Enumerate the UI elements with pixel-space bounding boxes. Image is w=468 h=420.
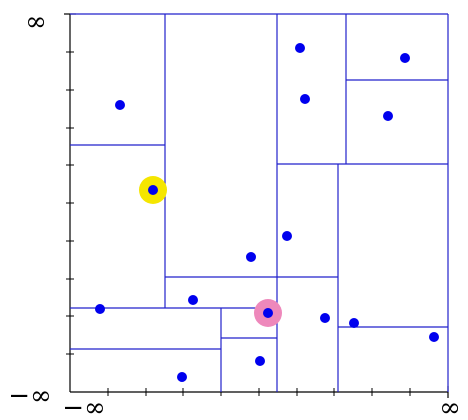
data-point xyxy=(383,111,393,121)
y-axis-min-label: −∞ xyxy=(8,381,51,411)
data-point xyxy=(188,295,198,305)
data-point xyxy=(349,318,359,328)
y-axis-ticks xyxy=(66,51,74,355)
data-point xyxy=(95,304,105,314)
data-point xyxy=(246,252,256,262)
data-point xyxy=(400,53,410,63)
points-layer xyxy=(95,43,439,382)
data-point xyxy=(263,308,273,318)
axes xyxy=(64,13,449,398)
data-point xyxy=(115,100,125,110)
highlight-layer xyxy=(139,176,282,327)
x-axis-min-label: −∞ xyxy=(62,393,105,420)
x-axis-max-label: ∞ xyxy=(439,393,461,420)
data-point xyxy=(295,43,305,53)
y-axis-max-label: ∞ xyxy=(25,7,47,37)
partition-lines xyxy=(70,13,449,392)
data-point xyxy=(429,332,439,342)
data-point xyxy=(255,356,265,366)
data-point xyxy=(148,185,158,195)
data-point xyxy=(320,313,330,323)
data-point xyxy=(282,231,292,241)
data-point xyxy=(300,94,310,104)
data-point xyxy=(177,372,187,382)
